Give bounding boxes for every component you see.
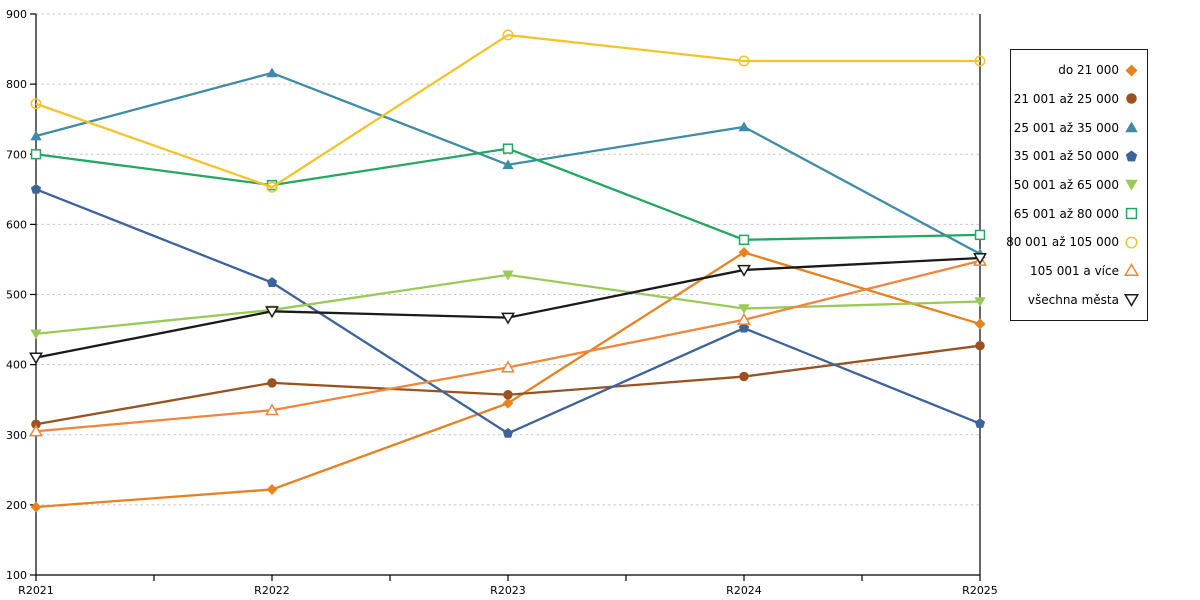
legend-label: 21 001 až 25 000: [1013, 91, 1119, 106]
triangle-down-icon: [1125, 180, 1138, 191]
series-line-50-001-a-65-000: [35, 273, 981, 335]
circle-icon: [1126, 93, 1137, 105]
marker-80-001-a-105-000-R2023: [502, 29, 514, 41]
marker-80-001-a-105-000-R2025: [974, 55, 986, 67]
marker-do-21-000-R2023: [502, 397, 514, 409]
legend-label: 25 001 až 35 000: [1013, 120, 1119, 135]
square-icon: [1125, 207, 1138, 220]
marker-do-21-000-R2025: [974, 318, 986, 330]
marker-35-001-a-50-000-R2024: [738, 322, 750, 333]
marker-21-001-a-25-000-R2021: [31, 419, 41, 429]
marker-105-001-a-v-ce-R2024: [737, 312, 751, 325]
marker-105-001-a-v-ce-R2022: [265, 403, 279, 416]
legend-label: 80 001 až 105 000: [1006, 235, 1119, 250]
legend-label: do 21 000: [1058, 63, 1119, 78]
x-tick-label: R2024: [726, 584, 762, 597]
y-tick-label: 300: [6, 429, 27, 442]
y-tick-label: 600: [6, 218, 27, 231]
marker-80-001-a-105-000-R2022: [266, 181, 278, 193]
marker-21-001-a-25-000-R2024: [739, 371, 749, 382]
marker-21-001-a-25-000-R2023: [503, 390, 513, 400]
legend-label: 50 001 až 65 000: [1013, 177, 1119, 192]
marker-v-echna-m-sta-R2021: [29, 352, 43, 365]
marker-50-001-a-65-000-R2025: [974, 297, 986, 307]
marker-21-001-a-25-000-R2022: [267, 378, 277, 388]
marker-v-echna-m-sta-R2022: [265, 306, 279, 319]
legend-marker-35-001-a-50-000: [1125, 150, 1138, 162]
legend-item-65-001-a-80-000: 65 001 až 80 000: [1011, 201, 1147, 227]
marker-v-echna-m-sta-R2025: [973, 252, 987, 265]
marker-v-echna-m-sta-R2024: [737, 264, 751, 277]
series-line-do-21-000: [35, 251, 981, 509]
marker-80-001-a-105-000-R2024: [738, 55, 750, 67]
legend-label: 35 001 až 50 000: [1013, 149, 1119, 164]
diamond-icon: [1125, 64, 1138, 77]
triangle-down-icon: [1124, 294, 1139, 308]
marker-50-001-a-65-000-R2021: [30, 329, 42, 340]
marker-25-001-a-35-000-R2022: [266, 67, 278, 78]
marker-35-001-a-50-000-R2021: [30, 183, 42, 194]
marker-35-001-a-50-000-R2022: [266, 277, 278, 287]
legend-marker-25-001-a-35-000: [1125, 121, 1138, 133]
y-tick-label: 900: [6, 8, 27, 21]
marker-65-001-a-80-000-R2021: [30, 149, 42, 160]
y-tick-label: 200: [6, 499, 27, 512]
marker-65-001-a-80-000-R2025: [974, 229, 986, 241]
marker-35-001-a-50-000-R2025: [974, 418, 986, 428]
legend-label: 65 001 až 80 000: [1013, 206, 1119, 221]
legend-marker-21-001-a-25-000: [1126, 93, 1137, 105]
marker-21-001-a-25-000-R2025: [975, 340, 985, 351]
marker-do-21-000-R2024: [738, 247, 750, 258]
marker-25-001-a-35-000-R2021: [30, 130, 42, 141]
legend-item-21-001-a-25-000: 21 001 až 25 000: [1011, 86, 1147, 112]
x-tick-label: R2021: [18, 584, 54, 597]
legend-marker-80-001-a-105-000: [1125, 236, 1138, 249]
series-line-21-001-a-25-000: [35, 344, 981, 426]
marker-50-001-a-65-000-R2023: [502, 270, 514, 281]
marker-do-21-000-R2022: [266, 484, 278, 495]
legend-marker-v-echna-m-sta: [1124, 294, 1139, 308]
marker-50-001-a-65-000-R2024: [738, 304, 750, 314]
legend-label: všechna města: [1027, 292, 1119, 307]
legend-item-105-001-a-v-ce: 105 001 a více: [1011, 258, 1147, 284]
y-tick-label: 700: [6, 148, 27, 161]
legend-item-v-echna-m-sta: všechna města: [1011, 287, 1147, 313]
marker-65-001-a-80-000-R2024: [738, 234, 750, 245]
marker-105-001-a-v-ce-R2023: [501, 360, 515, 373]
legend-item-80-001-a-105-000: 80 001 až 105 000: [1006, 229, 1147, 255]
marker-25-001-a-35-000-R2023: [502, 159, 514, 170]
triangle-up-icon: [1124, 263, 1139, 277]
legend-item-do-21-000: do 21 000: [1011, 57, 1147, 83]
y-tick-label: 100: [6, 569, 27, 582]
legend-marker-105-001-a-v-ce: [1124, 263, 1139, 277]
plot-area: 100 200 300 400 500 600 700 800 900 R2021 R2022 R20…: [6, 8, 998, 597]
y-tick-label: 400: [6, 359, 27, 372]
legend-item-50-001-a-65-000: 50 001 až 65 000: [1011, 172, 1147, 198]
legend-marker-do-21-000: [1125, 64, 1138, 77]
pentagon-icon: [1125, 150, 1138, 162]
legend-marker-50-001-a-65-000: [1125, 180, 1138, 191]
marker-25-001-a-35-000-R2024: [738, 121, 750, 132]
marker-do-21-000-R2021: [30, 501, 42, 513]
x-tick-label: R2023: [490, 584, 526, 597]
marker-65-001-a-80-000-R2023: [502, 143, 514, 154]
series-line-80-001-a-105-000: [35, 33, 980, 189]
y-tick-label: 800: [6, 78, 27, 91]
y-tick-label: 500: [6, 289, 27, 302]
marker-v-echna-m-sta-R2023: [501, 312, 515, 325]
circle-icon: [1125, 236, 1138, 249]
legend-label: 105 001 a více: [1029, 263, 1119, 278]
marker-80-001-a-105-000-R2021: [30, 98, 42, 110]
legend-item-25-001-a-35-000: 25 001 až 35 000: [1011, 115, 1147, 141]
x-tick-label: R2025: [962, 584, 998, 597]
legend: do 21 000 21 001 až 25 000 25 001 až 35 00…: [1006, 49, 1148, 321]
marker-35-001-a-50-000-R2023: [502, 427, 514, 438]
x-tick-label: R2022: [254, 584, 290, 597]
legend-marker-65-001-a-80-000: [1125, 207, 1138, 220]
legend-item-35-001-a-50-000: 35 001 až 50 000: [1011, 143, 1147, 169]
marker-105-001-a-v-ce-R2021: [29, 424, 43, 437]
triangle-up-icon: [1125, 121, 1138, 133]
